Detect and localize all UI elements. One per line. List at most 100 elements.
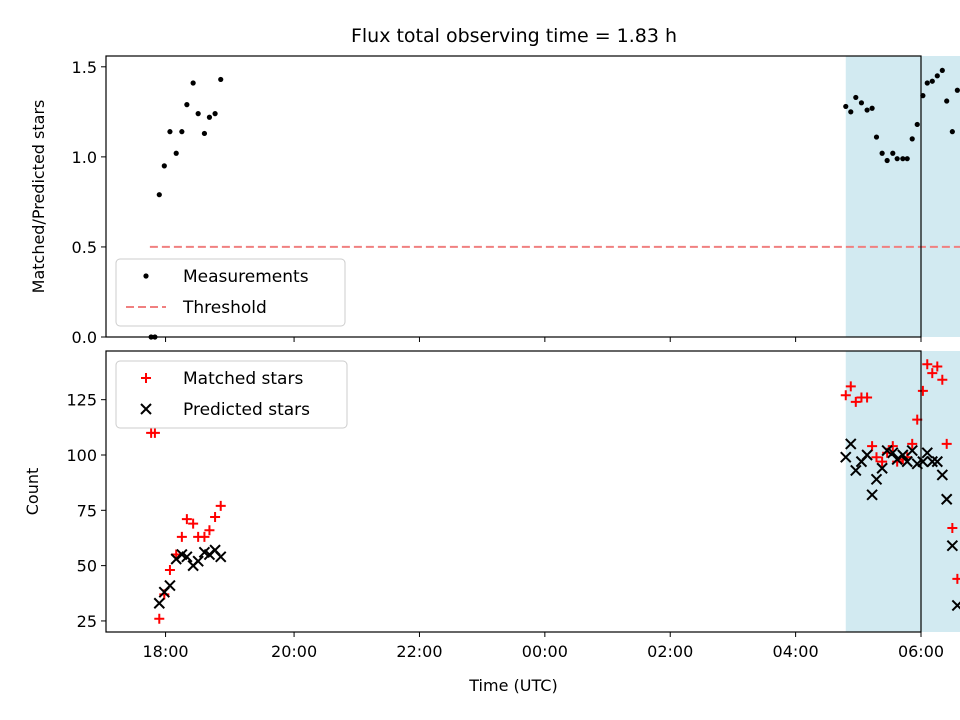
matched-starspoint <box>947 523 958 534</box>
legend-label: Matched stars <box>183 369 303 389</box>
predicted-starspoint <box>946 540 959 552</box>
matched-starspoint <box>927 368 938 379</box>
measurementspoint <box>909 136 915 142</box>
matched-starspoint <box>840 390 851 401</box>
measurementspoint <box>184 102 190 108</box>
y-tick-label: 1.5 <box>72 58 97 77</box>
y-tick-label: 50 <box>77 557 97 576</box>
axes-frame <box>105 55 922 338</box>
y-axis-label: Count <box>23 468 42 516</box>
legend-box <box>115 258 346 327</box>
matched-starspoint <box>862 392 873 403</box>
legend-marker <box>140 403 152 415</box>
legend-label: Measurements <box>183 267 309 287</box>
predicted-starspoint <box>164 579 176 592</box>
matched-starspoint <box>188 518 199 529</box>
measurementspoint <box>218 76 224 83</box>
measurementspoint <box>195 111 201 117</box>
matched-starspoint <box>937 374 948 385</box>
predicted-starspoint <box>936 469 949 481</box>
measurementspoint <box>869 105 875 111</box>
legend-box <box>115 360 348 429</box>
measurementspoint <box>873 134 880 140</box>
measurementspoint <box>190 80 196 86</box>
x-tick-label: 06:00 <box>898 642 944 661</box>
matched-starspoint <box>917 385 928 396</box>
measurementspoint <box>843 103 849 110</box>
y-tick-label: 0.0 <box>72 328 97 347</box>
matched-starspoint <box>154 613 165 624</box>
legend-label: Predicted stars <box>183 400 310 420</box>
predicted-starspoint <box>181 551 193 563</box>
legend-label: Threshold <box>182 298 267 318</box>
measurementspoint <box>924 80 930 86</box>
y-tick-label: 25 <box>77 612 97 631</box>
matched-starspoint <box>922 359 933 370</box>
predicted-starspoint <box>906 444 918 457</box>
measurementspoint <box>864 107 870 113</box>
measurementspoint <box>173 150 179 156</box>
measurementspoint <box>156 192 162 198</box>
predicted-starspoint <box>845 438 857 450</box>
predicted-starspoint <box>861 449 873 461</box>
predicted-starspoint <box>850 464 862 477</box>
measurementspoint <box>949 129 955 135</box>
measurementspoint <box>212 111 218 117</box>
predicted-starspoint <box>153 597 165 609</box>
predicted-starspoint <box>951 599 960 612</box>
matched-starspoint <box>181 514 192 525</box>
matched-starspoint <box>149 427 160 438</box>
legend: Matched stars Predicted stars <box>115 360 348 429</box>
matched-starspoint <box>867 441 878 452</box>
matched-starspoint <box>941 438 952 449</box>
measurementspoint <box>894 156 900 162</box>
ratio-panel: 0.0 0.5 1.0 1.5 Matched/Predicted stars Measu… <box>29 55 960 347</box>
x-tick-label: 18:00 <box>143 642 189 661</box>
y-tick-label: 1.0 <box>72 148 97 167</box>
x-tick-label: 22:00 <box>396 642 442 661</box>
measurementspoint <box>929 78 935 84</box>
predicted-starspoint <box>921 447 933 459</box>
predicted-starspoint <box>840 451 852 463</box>
predicted-starspoint <box>215 551 227 563</box>
y-axis-label: Matched/Predicted stars <box>29 100 48 294</box>
predicted-starspoint <box>887 447 899 459</box>
matched-starspoint <box>164 565 175 576</box>
x-tick-label: 00:00 <box>522 642 568 661</box>
matched-starspoint <box>907 438 918 449</box>
measurementspoint <box>914 121 920 128</box>
measurementspoint <box>161 163 167 169</box>
measurementspoint <box>858 100 865 106</box>
highlight-span <box>845 56 960 337</box>
measurementspoint <box>179 129 185 135</box>
matched-starspoint <box>932 361 943 372</box>
predicted-starspoint <box>940 493 953 505</box>
measurementspoint <box>954 87 960 93</box>
y-tick-label: 125 <box>66 391 97 410</box>
measurementspoint <box>853 94 859 101</box>
measurementspoint <box>934 73 940 79</box>
measurementspoint <box>201 130 208 137</box>
measurementspoint <box>884 157 890 164</box>
matched-starspoint <box>887 441 898 452</box>
predicted-starspoint <box>926 455 938 468</box>
predicted-starspoint <box>866 489 878 501</box>
measurementspoint <box>944 98 950 104</box>
y-tick-label: 0.5 <box>72 238 97 257</box>
x-axis-label: Time (UTC) <box>468 676 557 695</box>
predicted-starspoint <box>897 449 909 461</box>
x-tick-label: 04:00 <box>773 642 819 661</box>
predicted-starspoint <box>876 462 888 474</box>
measurementspoint <box>206 114 213 120</box>
matched-starspoint <box>215 500 226 511</box>
measurementspoint <box>879 150 885 156</box>
predicted-starspoint <box>870 473 883 486</box>
y-tick-label: 75 <box>77 501 97 520</box>
legend-marker <box>141 373 151 383</box>
chart-title: Flux total observing time = 1.83 h <box>351 25 677 47</box>
matched-starspoint <box>176 531 187 542</box>
matched-starspoint <box>845 381 856 392</box>
measurementspoint <box>848 109 854 115</box>
matched-starspoint <box>204 525 215 536</box>
predicted-starspoint <box>192 555 204 567</box>
